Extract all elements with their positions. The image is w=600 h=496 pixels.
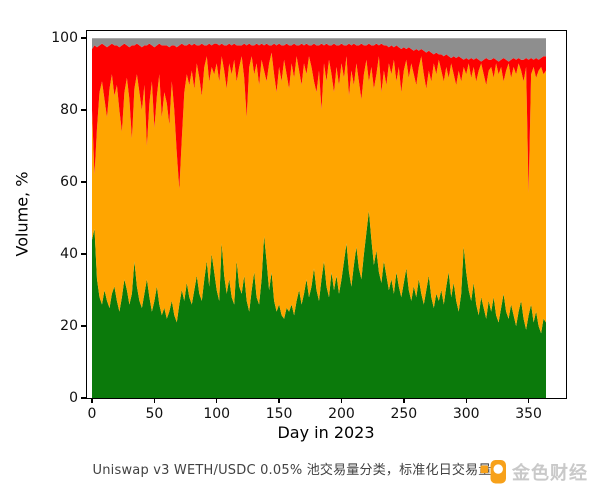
x-tick-label: 0 [87, 406, 97, 422]
x-tick-label: 200 [328, 406, 355, 422]
x-tick-label: 100 [203, 406, 231, 422]
y-tick-label: 20 [60, 318, 78, 335]
red-top-layer-area [92, 43, 546, 193]
x-tick-mark [216, 399, 218, 403]
y-tick-mark [81, 397, 86, 399]
y-tick-mark [81, 325, 86, 327]
x-axis-label: Day in 2023 [277, 423, 375, 442]
y-tick-label: 100 [51, 30, 78, 47]
jinse-logo-icon [480, 460, 506, 484]
y-tick-mark [81, 37, 86, 39]
x-tick-label: 350 [515, 406, 542, 422]
y-tick-mark [81, 181, 86, 183]
jinse-brand-text: 金色财经 [512, 462, 588, 484]
x-tick-mark [465, 399, 467, 403]
x-tick-mark [91, 399, 93, 403]
y-tick-mark [81, 109, 86, 111]
x-axis-ticks: 0 50 100 150 200 250 300 350 [87, 399, 566, 425]
chart-caption: Uniswap v3 WETH/USDC 0.05% 池交易量分类，标准化日交易… [92, 463, 492, 478]
jinse-watermark: 金色财经 [480, 458, 588, 485]
y-tick-label: 0 [69, 390, 78, 406]
y-axis-ticks: 0 20 40 60 80 100 [0, 30, 87, 406]
y-tick-label: 80 [60, 102, 78, 119]
y-tick-mark [81, 253, 86, 255]
plot-area [86, 30, 567, 399]
x-tick-mark [340, 399, 343, 403]
green-bottom-layer-area [92, 210, 546, 398]
orange-middle-layer-area [92, 52, 546, 334]
y-tick-label: 40 [60, 246, 78, 263]
y-tick-label: 60 [60, 174, 78, 191]
x-tick-label: 150 [265, 406, 293, 422]
x-tick-label: 50 [145, 406, 164, 422]
stacked-area-svg [92, 38, 546, 398]
gray-residual-layer-area [92, 38, 546, 62]
x-tick-mark [403, 399, 405, 403]
x-tick-mark [278, 399, 280, 403]
x-tick-label: 300 [452, 406, 480, 422]
x-tick-label: 250 [390, 406, 418, 422]
x-tick-mark [153, 399, 156, 403]
x-tick-mark [527, 399, 530, 403]
